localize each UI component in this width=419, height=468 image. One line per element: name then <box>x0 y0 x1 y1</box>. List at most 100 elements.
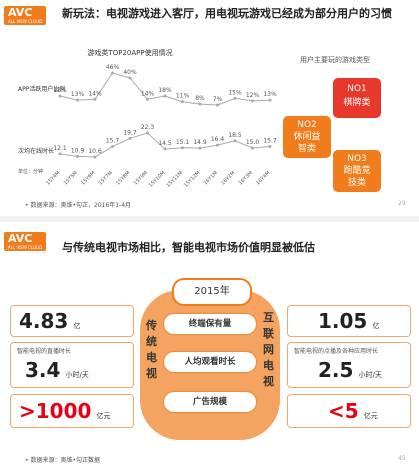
point <box>58 94 62 98</box>
point <box>198 102 202 106</box>
year: 2015年 <box>172 278 252 306</box>
data-label: 15.1 <box>176 139 190 146</box>
point <box>128 76 132 80</box>
data-label: 12.1 <box>53 145 67 152</box>
data-label: 15% <box>228 89 242 96</box>
side-label: 传统电视 <box>146 319 157 380</box>
point <box>216 143 219 147</box>
stat-box: 智能电视的直播时长 3.4 小时/天 <box>10 342 134 388</box>
x-tick-label: 15Y8M <box>115 170 131 186</box>
chart: 游戏类TOP20APP使用情况 APP活跃用户比例 次均在线时长 单位：分钟 1… <box>18 48 277 189</box>
stat-value: 3.4 <box>25 358 61 382</box>
logo-sub: ALL VIEW CLOUD <box>8 245 43 250</box>
row-label: 人均观看时长 <box>164 352 256 372</box>
type-name: 休闲益智类 <box>293 132 321 154</box>
data-label: 14% <box>88 90 102 97</box>
data-label: 13% <box>263 91 277 98</box>
stat-box: <5 亿元 <box>287 394 411 428</box>
type-rank: NO2 <box>297 120 317 130</box>
point <box>233 96 237 100</box>
data-label: 10.9 <box>71 147 85 154</box>
point <box>181 146 184 150</box>
stat-value: 2.5 <box>318 358 354 382</box>
data-label: 13% <box>71 91 85 98</box>
data-label: 18.5 <box>228 132 242 139</box>
type-name: 棋牌类 <box>343 98 371 108</box>
side-label: 互联网电视 <box>263 311 274 388</box>
logo-text: AVC <box>8 6 33 19</box>
stat-unit: 亿元 <box>96 412 111 420</box>
logo-text: AVC <box>8 232 33 245</box>
point <box>198 146 202 150</box>
stat-box: >1000 亿元 <box>10 394 134 428</box>
separator <box>0 216 419 222</box>
legend: 次均在线时长 <box>18 147 54 155</box>
data-label: 15.0 <box>246 139 260 146</box>
stat-box: 4.83 亿 <box>10 305 134 337</box>
point <box>233 139 237 143</box>
data-label: 12% <box>246 92 260 99</box>
stat-desc: 智能电视的直播时长 <box>17 348 72 355</box>
x-tick-label: 15Y4M <box>45 170 61 186</box>
data-label: 14.5 <box>158 140 172 147</box>
stat-value: 1.05 <box>318 309 368 333</box>
x-tick-label: 16Y3M <box>238 170 254 186</box>
data-label: 19.7 <box>123 129 137 136</box>
data-label: 15.7 <box>106 138 120 145</box>
type-rank: NO3 <box>347 154 367 164</box>
data-label: 15.7 <box>263 138 277 145</box>
type-box: NO3 跑酷竞技类 <box>333 150 381 192</box>
slide-title: 新玩法：电视游戏进入客厅，用电视玩游戏已经成为部分用户的习惯 <box>62 7 392 20</box>
point <box>251 146 254 150</box>
x-tick-label: 15Y10M <box>148 170 166 188</box>
type-name: 跑酷竞技类 <box>343 166 371 188</box>
data-label: 7% <box>213 96 223 103</box>
stat-unit: 小时/天 <box>358 371 382 379</box>
x-tick-label: 15Y9M <box>133 170 149 186</box>
page-number: 29 <box>398 200 406 207</box>
types-title: 用户主要玩的游戏类型 <box>300 56 370 64</box>
point <box>268 98 272 102</box>
stat-unit: 小时/天 <box>65 371 89 379</box>
data-label: 18% <box>158 87 172 94</box>
point <box>251 99 254 103</box>
x-tick-label: 15Y5M <box>63 170 79 186</box>
point <box>93 97 97 101</box>
point <box>111 71 114 75</box>
source: • 数据来源：奥维•勾正，2016年1-4月 <box>25 202 132 209</box>
point <box>146 97 149 101</box>
data-label: 11% <box>176 93 190 100</box>
point <box>111 145 114 149</box>
type-box: NO1 棋牌类 <box>333 78 381 118</box>
chart-title: 游戏类TOP20APP使用情况 <box>87 48 172 57</box>
stat-box: 1.05 亿 <box>287 305 411 337</box>
data-label: 8% <box>195 95 205 102</box>
point <box>146 131 149 135</box>
data-label: 14% <box>141 90 155 97</box>
point <box>76 154 79 158</box>
logo-sub: ALL VIEW CLOUD <box>8 19 43 24</box>
point <box>181 100 184 104</box>
stat-value: >1000 <box>19 399 92 423</box>
data-label: 10.6 <box>88 148 102 155</box>
stat-box: 智能电视的点播及各种应用时长 2.5 小时/天 <box>287 342 411 388</box>
x-tick-label: 15Y7M <box>98 170 114 186</box>
point <box>268 145 272 149</box>
point <box>128 136 132 140</box>
data-label: 22.3 <box>141 124 155 131</box>
row-label: 终端保有量 <box>164 314 256 334</box>
x-tick-label: 16Y2M <box>220 170 236 186</box>
slide-title: 与传统电视市场相比，智能电视市场价值明显被低估 <box>62 241 315 254</box>
point <box>216 103 219 107</box>
point <box>76 98 79 102</box>
stat-unit: 亿 <box>73 322 81 330</box>
legend: APP活跃用户比例 <box>18 85 65 93</box>
stat-unit: 亿 <box>372 322 380 330</box>
type-box: NO2 休闲益智类 <box>283 116 331 158</box>
type-rank: NO1 <box>347 84 367 94</box>
stat-value: <5 <box>328 399 359 423</box>
unit: 单位：分钟 <box>18 168 43 175</box>
x-tick-label: 16Y1M <box>203 170 219 186</box>
data-label: 18% <box>53 87 67 94</box>
stat-value: 4.83 <box>19 309 69 333</box>
